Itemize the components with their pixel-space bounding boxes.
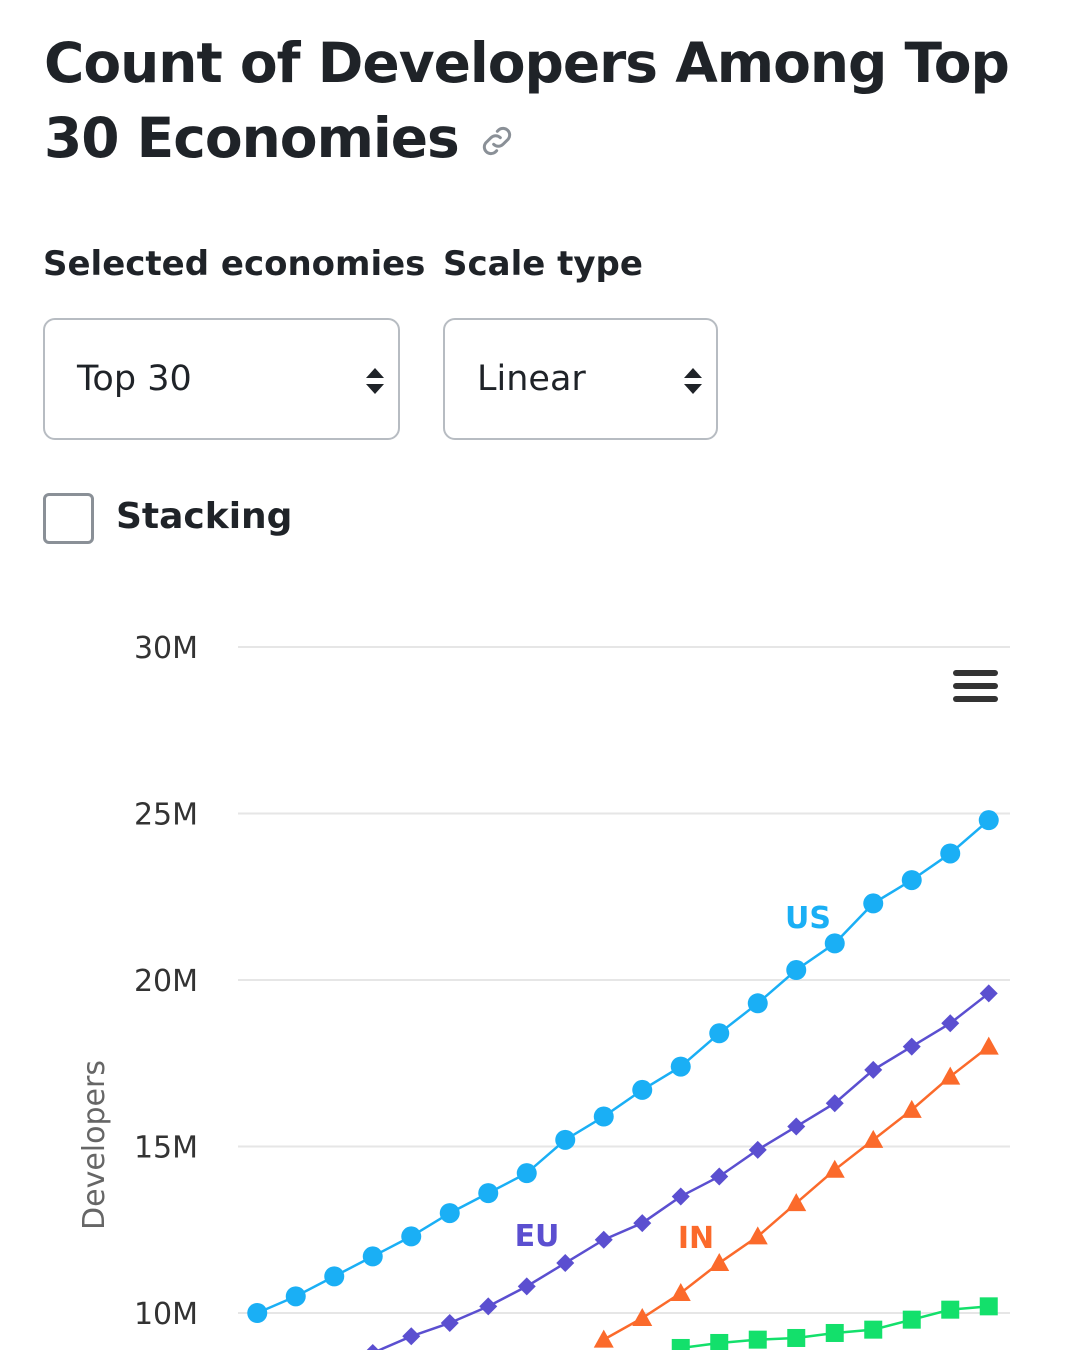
point	[902, 1310, 921, 1329]
point	[671, 1338, 690, 1350]
y-tick-label: 20M	[134, 964, 198, 999]
point	[632, 1079, 653, 1100]
point	[747, 1226, 768, 1245]
point	[786, 1193, 807, 1212]
point	[901, 1099, 922, 1118]
point	[516, 1163, 537, 1184]
point	[709, 1253, 730, 1272]
point	[632, 1307, 653, 1326]
point	[670, 1056, 691, 1077]
scale-label: Scale type	[443, 244, 643, 284]
point	[402, 1327, 421, 1346]
point	[594, 1230, 613, 1249]
point	[671, 1187, 690, 1206]
point	[439, 1203, 460, 1224]
series-label: EU	[515, 1219, 560, 1254]
point	[670, 1283, 691, 1302]
point	[479, 1297, 498, 1316]
point	[555, 1129, 576, 1150]
point	[478, 1183, 499, 1204]
series-label: US	[785, 901, 831, 936]
select-arrows	[366, 368, 384, 394]
point	[979, 1297, 998, 1316]
select-arrows	[684, 368, 702, 394]
point	[593, 1106, 614, 1127]
point	[825, 1323, 844, 1342]
point	[362, 1246, 383, 1267]
y-axis-title: Developers	[77, 1060, 112, 1230]
y-tick-label: 30M	[134, 631, 198, 666]
point	[285, 1286, 306, 1307]
point	[940, 1066, 961, 1085]
stacking-label[interactable]: Stacking	[116, 496, 293, 537]
point	[901, 870, 922, 891]
series-label: IN	[678, 1221, 714, 1256]
point	[710, 1167, 729, 1186]
point	[556, 1254, 575, 1273]
point	[978, 810, 999, 831]
point	[401, 1226, 422, 1247]
point	[366, 1343, 379, 1350]
point	[710, 1333, 729, 1350]
point	[748, 1140, 767, 1159]
economies-select[interactable]: Top 30	[43, 318, 400, 440]
title-text: Count of Developers Among Top 30 Economi…	[44, 31, 1010, 170]
point	[824, 1159, 845, 1178]
scale-select[interactable]: Linear	[443, 318, 718, 440]
point	[902, 1037, 921, 1056]
point	[825, 1094, 844, 1113]
point	[941, 1300, 960, 1319]
link-icon[interactable]	[477, 121, 517, 161]
point	[748, 1330, 767, 1349]
y-tick-label: 10M	[134, 1297, 198, 1332]
point	[709, 1023, 730, 1044]
y-tick-label: 25M	[134, 798, 198, 833]
point	[786, 960, 807, 981]
point	[247, 1303, 268, 1323]
point	[633, 1214, 652, 1233]
stacking-checkbox[interactable]	[43, 493, 94, 544]
economies-label: Selected economies	[43, 244, 426, 284]
point	[787, 1117, 806, 1136]
select-value: Top 30	[77, 359, 192, 399]
point	[864, 1320, 883, 1339]
point	[978, 1036, 999, 1055]
point	[979, 984, 998, 1003]
point	[787, 1328, 806, 1347]
point	[517, 1277, 536, 1296]
point	[440, 1313, 459, 1332]
point	[940, 843, 961, 864]
point	[824, 933, 845, 954]
point	[593, 1329, 614, 1348]
point	[863, 1129, 884, 1148]
point	[864, 1060, 883, 1079]
menu-icon[interactable]	[953, 670, 998, 702]
page-title: Count of Developers Among Top 30 Economi…	[44, 26, 1054, 176]
point	[941, 1014, 960, 1033]
y-tick-label: 15M	[134, 1131, 198, 1166]
point	[747, 993, 768, 1014]
point	[863, 893, 884, 914]
select-value: Linear	[477, 359, 586, 399]
point	[324, 1266, 345, 1287]
